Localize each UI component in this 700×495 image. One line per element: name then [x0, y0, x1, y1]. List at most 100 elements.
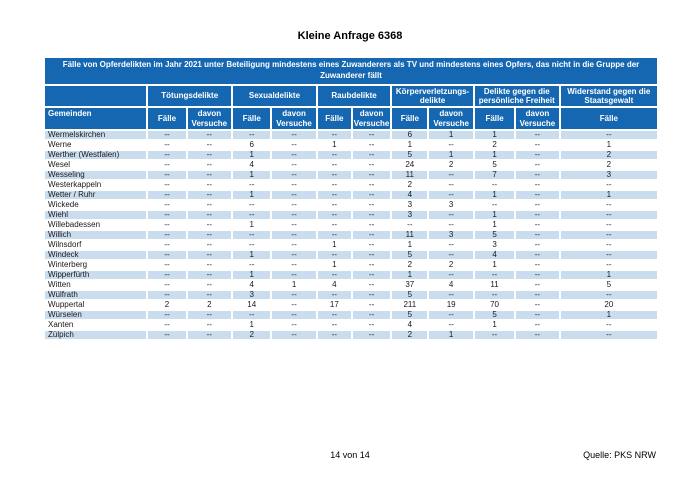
value-cell: 1: [232, 150, 272, 161]
table-row: Werther (Westfalen) -- -- 1 -- -- -- 5 1 1 -- 2: [44, 150, 658, 161]
value-cell: --: [428, 240, 474, 251]
value-cell: --: [232, 310, 272, 321]
gemeinde-name: Wipperfürth: [44, 270, 148, 281]
table-row: Wesseling -- -- 1 -- -- -- 11 -- 7 -- 3: [44, 170, 658, 181]
value-cell: 5: [473, 160, 516, 171]
value-cell: --: [515, 190, 560, 201]
value-cell: 5: [391, 310, 429, 321]
value-cell: --: [515, 330, 560, 341]
value-cell: --: [232, 260, 272, 271]
value-cell: --: [316, 320, 352, 331]
value-cell: --: [559, 130, 658, 141]
value-cell: --: [316, 220, 352, 231]
value-cell: 3: [473, 240, 516, 251]
value-cell: 1: [316, 240, 352, 251]
value-cell: --: [316, 270, 352, 281]
value-cell: 5: [391, 250, 429, 261]
value-cell: --: [515, 250, 560, 261]
table-row: Xanten -- -- 1 -- -- -- 4 -- 1 -- --: [44, 320, 658, 331]
value-cell: --: [147, 230, 187, 241]
value-cell: --: [271, 180, 317, 191]
value-cell: 1: [316, 260, 352, 271]
sub-column-header-5: Fälle: [316, 106, 352, 131]
table-row: Wetter / Ruhr -- -- 1 -- -- -- 4 -- 1 -- 1: [44, 190, 658, 201]
value-cell: --: [271, 200, 317, 211]
gemeinden-column-header: Gemeinden: [44, 106, 148, 131]
value-cell: --: [515, 200, 560, 211]
table-row: Willebadessen -- -- 1 -- -- -- -- -- 1 -- --: [44, 220, 658, 231]
value-cell: --: [186, 220, 233, 231]
value-cell: 11: [391, 170, 429, 181]
value-cell: --: [316, 310, 352, 321]
value-cell: --: [515, 170, 560, 181]
value-cell: --: [271, 310, 317, 321]
value-cell: 1: [473, 130, 516, 141]
value-cell: --: [351, 200, 392, 211]
value-cell: --: [147, 130, 187, 141]
value-cell: 211: [391, 300, 429, 311]
value-cell: --: [428, 180, 474, 191]
value-cell: 1: [428, 130, 474, 141]
value-cell: 6: [391, 130, 429, 141]
sub-column-header-8: davon Versuche: [428, 106, 474, 131]
value-cell: 5: [473, 310, 516, 321]
sub-column-header-1: Fälle: [147, 106, 187, 131]
value-cell: --: [428, 220, 474, 231]
value-cell: 2: [559, 150, 658, 161]
value-cell: --: [316, 230, 352, 241]
table-row: Wipperfürth -- -- 1 -- -- -- 1 -- -- -- 1: [44, 270, 658, 281]
value-cell: 1: [391, 270, 429, 281]
value-cell: --: [271, 320, 317, 331]
value-cell: --: [316, 160, 352, 171]
value-cell: --: [147, 170, 187, 181]
value-cell: --: [428, 250, 474, 261]
value-cell: --: [515, 130, 560, 141]
value-cell: --: [515, 160, 560, 171]
value-cell: 1: [232, 270, 272, 281]
gemeinde-name: Wesseling: [44, 170, 148, 181]
value-cell: 4: [316, 280, 352, 291]
value-cell: --: [351, 270, 392, 281]
value-cell: 4: [391, 190, 429, 201]
gemeinde-name: Wülfrath: [44, 290, 148, 301]
value-cell: --: [559, 290, 658, 301]
value-cell: --: [271, 330, 317, 341]
page-title: Kleine Anfrage 6368: [297, 30, 403, 42]
value-cell: --: [473, 290, 516, 301]
table-row: Willich -- -- -- -- -- -- 11 3 5 -- --: [44, 230, 658, 241]
value-cell: --: [559, 180, 658, 191]
value-cell: 24: [391, 160, 429, 171]
table-row: Werne -- -- 6 -- 1 -- 1 -- 2 -- 1: [44, 140, 658, 151]
table-row: Westerkappeln -- -- -- -- -- -- 2 -- -- -- --: [44, 180, 658, 191]
column-group-header-4: Körperverletzungs-delikte: [391, 84, 474, 107]
value-cell: --: [559, 230, 658, 241]
table-row: Witten -- -- 4 1 4 -- 37 4 11 -- 5: [44, 280, 658, 291]
value-cell: 6: [232, 140, 272, 151]
sub-column-header-11: Fälle: [559, 106, 658, 131]
value-cell: --: [351, 220, 392, 231]
value-cell: --: [271, 300, 317, 311]
value-cell: --: [473, 180, 516, 191]
table-row: Wesel -- -- 4 -- -- -- 24 2 5 -- 2: [44, 160, 658, 171]
value-cell: --: [559, 250, 658, 261]
table-row: Wülfrath -- -- 3 -- -- -- 5 -- -- -- --: [44, 290, 658, 301]
value-cell: 2: [186, 300, 233, 311]
value-cell: --: [351, 250, 392, 261]
value-cell: 1: [428, 150, 474, 161]
value-cell: 1: [271, 280, 317, 291]
table-body: Wermelskirchen -- -- -- -- -- -- 6 1 1 -- -- Werne --…: [44, 130, 658, 341]
column-group-header-2: Sexualdelikte: [232, 84, 317, 107]
table-row: Wuppertal 2 2 14 -- 17 -- 211 19 70 -- 20: [44, 300, 658, 311]
value-cell: --: [271, 140, 317, 151]
value-cell: --: [271, 130, 317, 141]
gemeinde-name: Werne: [44, 140, 148, 151]
value-cell: --: [316, 210, 352, 221]
value-cell: --: [186, 280, 233, 291]
value-cell: 1: [232, 220, 272, 231]
gemeinde-name: Xanten: [44, 320, 148, 331]
value-cell: 1: [473, 150, 516, 161]
value-cell: --: [351, 320, 392, 331]
value-cell: 3: [428, 200, 474, 211]
table-row: Wermelskirchen -- -- -- -- -- -- 6 1 1 -- --: [44, 130, 658, 141]
table-row: Windeck -- -- 1 -- -- -- 5 -- 4 -- --: [44, 250, 658, 261]
